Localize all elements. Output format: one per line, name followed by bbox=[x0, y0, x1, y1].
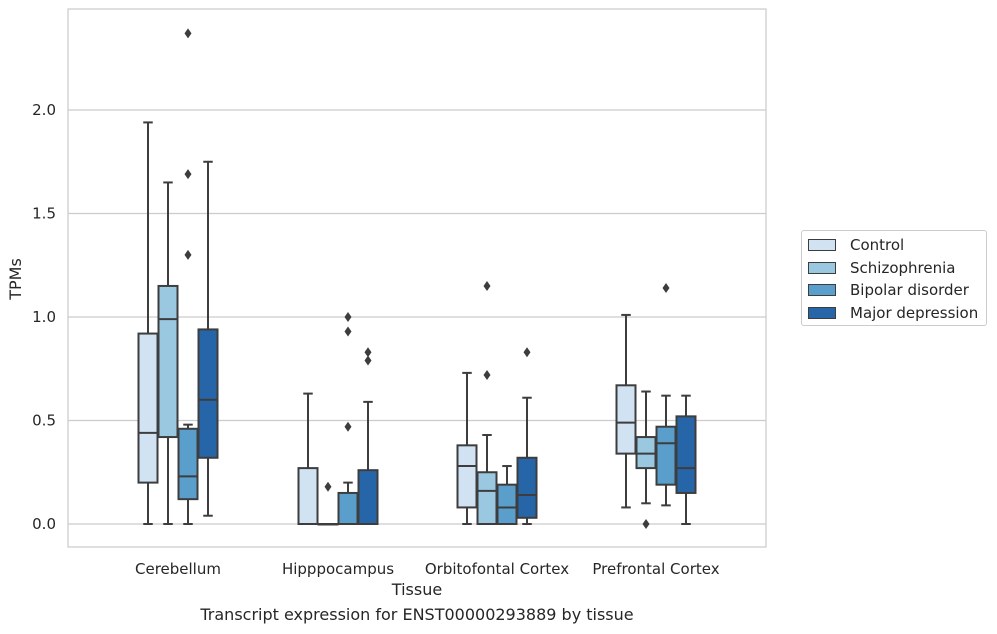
box-iqr bbox=[177, 427, 199, 501]
legend-item-control: Control bbox=[808, 236, 904, 254]
legend-swatch-schizophrenia bbox=[808, 262, 836, 274]
box-bipolar-disorder bbox=[496, 465, 518, 526]
box-iqr bbox=[456, 444, 478, 509]
box-schizophrenia bbox=[317, 481, 339, 526]
x-tick-label: Hipppocampus bbox=[282, 560, 394, 578]
box-major-depression bbox=[675, 394, 697, 525]
box-plots bbox=[137, 28, 697, 529]
box-iqr bbox=[476, 471, 498, 525]
outlier-point bbox=[344, 326, 352, 337]
x-tick-label: Cerebellum bbox=[135, 560, 221, 578]
outlier-point bbox=[662, 283, 670, 294]
outlier-point bbox=[364, 355, 372, 366]
x-tick-labels: Cerebellum Hipppocampus Orbitofontal Corte… bbox=[135, 560, 720, 578]
y-tick-labels: 0.0 0.5 1.0 1.5 2.0 bbox=[32, 101, 56, 533]
legend-label-bipolar-disorder: Bipolar disorder bbox=[850, 281, 969, 299]
y-tick-label: 1.0 bbox=[32, 308, 56, 326]
legend-item-schizophrenia: Schizophrenia bbox=[808, 259, 955, 277]
x-axis-label: Tissue bbox=[391, 580, 442, 599]
x-tick-label: Orbitofontal Cortex bbox=[425, 560, 569, 578]
box-iqr bbox=[615, 384, 637, 455]
box-major-depression bbox=[516, 347, 538, 525]
box-iqr bbox=[655, 425, 677, 486]
box-iqr bbox=[137, 332, 159, 484]
y-tick-label: 0.5 bbox=[32, 412, 56, 430]
outlier-point bbox=[344, 312, 352, 322]
outlier-point bbox=[184, 28, 192, 39]
box-iqr bbox=[357, 469, 379, 525]
y-tick-label: 2.0 bbox=[32, 101, 56, 119]
box-schizophrenia bbox=[157, 181, 179, 525]
legend-swatch-bipolar-disorder bbox=[808, 284, 836, 296]
box-major-depression bbox=[357, 347, 379, 525]
legend-label-control: Control bbox=[850, 236, 905, 254]
y-tick-label: 0.0 bbox=[32, 515, 56, 533]
legend-swatch-control bbox=[808, 239, 836, 251]
legend-label-schizophrenia: Schizophrenia bbox=[850, 259, 956, 277]
legend-item-bipolar-disorder: Bipolar disorder bbox=[808, 281, 969, 299]
outlier-point bbox=[483, 369, 491, 380]
outlier-point bbox=[324, 481, 332, 492]
box-iqr bbox=[635, 436, 657, 470]
outlier-point bbox=[483, 280, 491, 291]
box-iqr bbox=[297, 467, 319, 525]
box-control bbox=[137, 121, 159, 525]
chart-caption: Transcript expression for ENST0000029388… bbox=[200, 605, 634, 624]
box-iqr bbox=[516, 456, 538, 519]
box-bipolar-disorder bbox=[337, 312, 359, 526]
box-iqr bbox=[496, 483, 518, 526]
outlier-point bbox=[364, 347, 372, 358]
box-iqr bbox=[675, 415, 697, 494]
box-schizophrenia bbox=[635, 390, 657, 529]
outlier-point bbox=[344, 421, 352, 432]
box-control bbox=[297, 392, 319, 525]
box-bipolar-disorder bbox=[655, 283, 677, 507]
outlier-point bbox=[523, 347, 531, 358]
y-tick-label: 1.5 bbox=[32, 205, 56, 223]
box-schizophrenia bbox=[476, 280, 498, 525]
box-iqr bbox=[157, 284, 179, 439]
legend: Control Schizophrenia Bipolar disorder M… bbox=[801, 230, 987, 326]
box-iqr bbox=[197, 328, 219, 459]
outlier-point bbox=[642, 519, 650, 529]
box-control bbox=[615, 313, 637, 509]
legend-swatch-major-depression bbox=[808, 307, 836, 319]
plot-area-frame bbox=[67, 8, 767, 548]
box-bipolar-disorder bbox=[177, 28, 199, 525]
legend-label-major-depression: Major depression bbox=[850, 304, 979, 322]
legend-item-major-depression: Major depression bbox=[808, 304, 978, 322]
box-iqr bbox=[337, 491, 359, 526]
box-major-depression bbox=[197, 160, 219, 517]
x-tick-label: Prefrontal Cortex bbox=[592, 560, 719, 578]
box-control bbox=[456, 371, 478, 525]
y-axis-label: TPMs bbox=[6, 258, 25, 301]
outlier-point bbox=[184, 249, 192, 260]
outlier-point bbox=[184, 169, 192, 180]
grid-lines bbox=[68, 109, 766, 525]
